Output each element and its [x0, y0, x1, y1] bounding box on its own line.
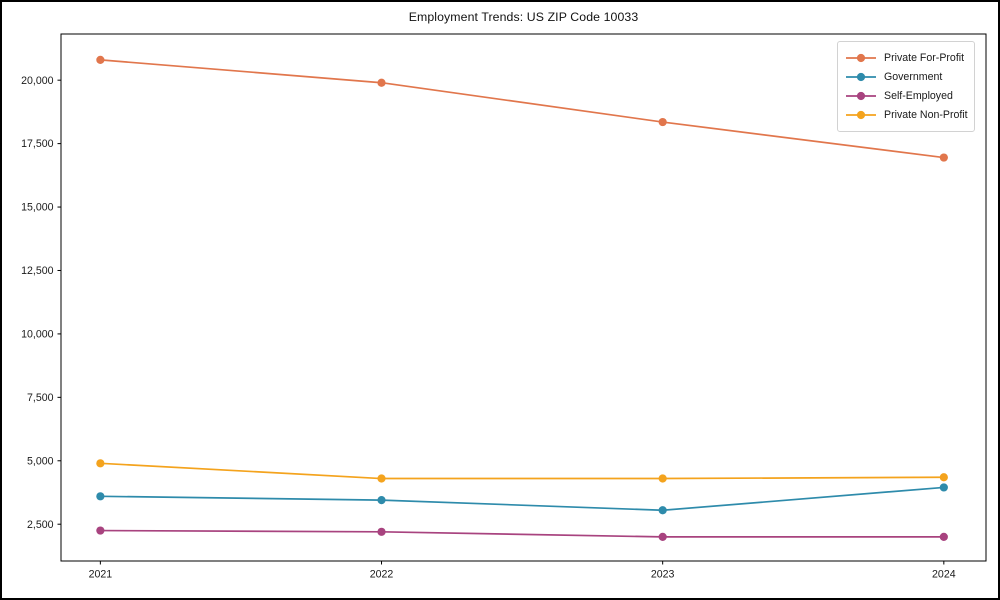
- series-marker-government: [96, 492, 105, 501]
- series-marker-private-non-profit: [96, 459, 105, 468]
- series-marker-government: [939, 483, 948, 492]
- legend-item-private-for-profit: Private For-Profit: [845, 48, 967, 67]
- series-marker-government: [377, 496, 386, 505]
- series-marker-self-employed: [96, 526, 105, 535]
- y-tick-label: 17,500: [21, 138, 54, 150]
- legend-label: Government: [884, 70, 943, 83]
- series-marker-private-non-profit: [377, 474, 386, 483]
- x-tick-label: 2022: [370, 569, 394, 581]
- legend-item-private-non-profit: Private Non-Profit: [845, 106, 968, 125]
- series-marker-private-non-profit: [939, 473, 948, 482]
- chart-legend: Private For-Profit Government Self-Employe…: [837, 41, 975, 132]
- x-tick-label: 2024: [932, 569, 956, 581]
- x-tick-label: 2023: [651, 569, 675, 581]
- y-tick-label: 7,500: [27, 392, 54, 404]
- legend-line-marker-icon: [846, 91, 876, 101]
- legend-label: Private Non-Profit: [884, 109, 968, 122]
- series-marker-self-employed: [377, 527, 386, 536]
- legend-label: Self-Employed: [884, 89, 953, 102]
- series-marker-self-employed: [939, 532, 948, 541]
- legend-line-marker-icon: [846, 53, 876, 62]
- series-line-self-employed: [99, 529, 945, 538]
- series-marker-self-employed: [658, 532, 667, 541]
- y-tick-label: 10,000: [21, 329, 54, 341]
- y-tick-label: 2,500: [27, 519, 54, 531]
- legend-item-government: Government: [845, 67, 967, 86]
- legend-item-self-employed: Self-Employed: [845, 86, 967, 105]
- series-marker-private-for-profit: [939, 153, 948, 162]
- y-tick-label: 15,000: [21, 202, 54, 214]
- legend-line-marker-icon: [846, 72, 876, 81]
- series-line-government: [99, 486, 945, 512]
- series-line-private-non-profit: [99, 462, 945, 480]
- x-tick-label: 2021: [89, 569, 113, 581]
- series-marker-private-for-profit: [377, 78, 386, 87]
- chart-title: Employment Trends: US ZIP Code 10033: [408, 10, 639, 24]
- y-tick-label: 5,000: [27, 455, 54, 467]
- legend-label: Private For-Profit: [884, 51, 965, 64]
- series-marker-government: [658, 506, 667, 515]
- y-tick-label: 20,000: [21, 75, 54, 87]
- series-marker-private-for-profit: [658, 117, 667, 127]
- series-marker-private-for-profit: [96, 55, 105, 64]
- series-line-private-for-profit: [99, 59, 945, 159]
- axes-frame: [60, 33, 987, 562]
- legend-line-marker-icon: [846, 111, 876, 120]
- series-marker-private-non-profit: [658, 474, 667, 483]
- y-tick-label: 12,500: [21, 265, 54, 277]
